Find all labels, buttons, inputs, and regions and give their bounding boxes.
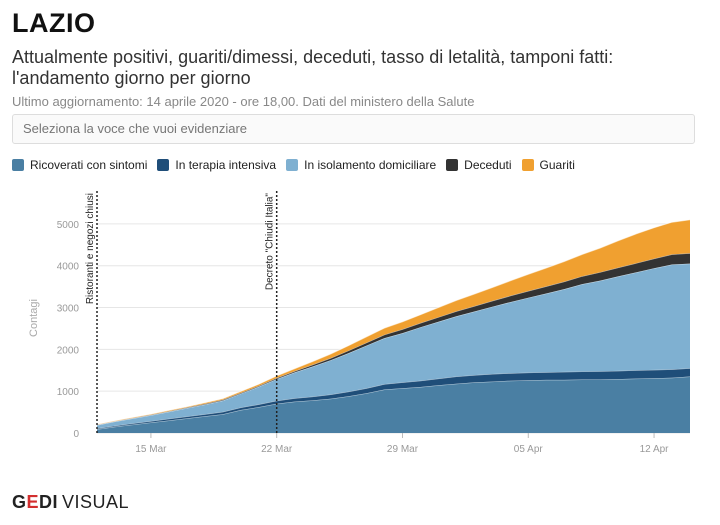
y-tick-label: 4000 [57,262,80,273]
x-tick-label: 12 Apr [640,444,670,455]
legend-item-terapia-intensiva[interactable]: In terapia intensiva [157,158,276,172]
y-tick-label: 0 [73,429,79,440]
brand-logo: GEDI VISUAL [12,492,130,512]
stacked-area-chart: 0 1000 2000 3000 4000 5000 Contagi 15 Mar 22 Mar… [28,191,691,455]
series-area [97,219,690,425]
legend-label: Deceduti [464,158,512,172]
series-select[interactable]: Seleziona la voce che vuoi evidenziare [12,114,695,144]
legend-label: In terapia intensiva [175,158,277,172]
legend-item-guariti[interactable]: Guariti [521,158,575,172]
legend-item-isolamento[interactable]: In isolamento domiciliare [286,158,436,172]
page-title: LAZIO [12,8,96,38]
legend-swatch [286,159,299,171]
annotation-label: Ristoranti e negozi chiusi [85,193,96,304]
series-area [97,368,690,430]
series-area [97,253,690,426]
legend-swatch [157,159,170,171]
chart-legend: Ricoverati con sintomi In terapia intens… [12,158,585,172]
x-tick-label: 05 Apr [514,444,544,455]
legend-label: In isolamento domiciliare [304,158,437,172]
legend-item-ricoverati[interactable]: Ricoverati con sintomi [12,158,147,172]
legend-swatch [446,159,459,171]
y-axis-label: Contagi [28,299,40,337]
x-tick-label: 22 Mar [261,444,293,455]
legend-swatch [12,159,24,171]
x-tick-label: 29 Mar [387,444,419,455]
legend-label: Guariti [539,158,575,172]
y-tick-label: 1000 [57,387,80,398]
y-tick-label: 3000 [57,304,80,315]
page-subtitle: Attualmente positivi, guariti/dimessi, d… [12,47,614,88]
update-note: Ultimo aggiornamento: 14 aprile 2020 - o… [12,94,475,109]
x-tick-label: 15 Mar [135,444,167,455]
legend-item-deceduti[interactable]: Deceduti [446,158,512,172]
series-line [96,219,691,425]
y-tick-label: 5000 [57,220,80,231]
series-area [97,263,690,429]
y-tick-label: 2000 [57,345,80,356]
annotation-label: Decreto "Chiudi Italia" [265,193,276,291]
legend-label: Ricoverati con sintomi [30,158,148,172]
series-area [97,376,690,433]
legend-swatch [521,159,534,171]
